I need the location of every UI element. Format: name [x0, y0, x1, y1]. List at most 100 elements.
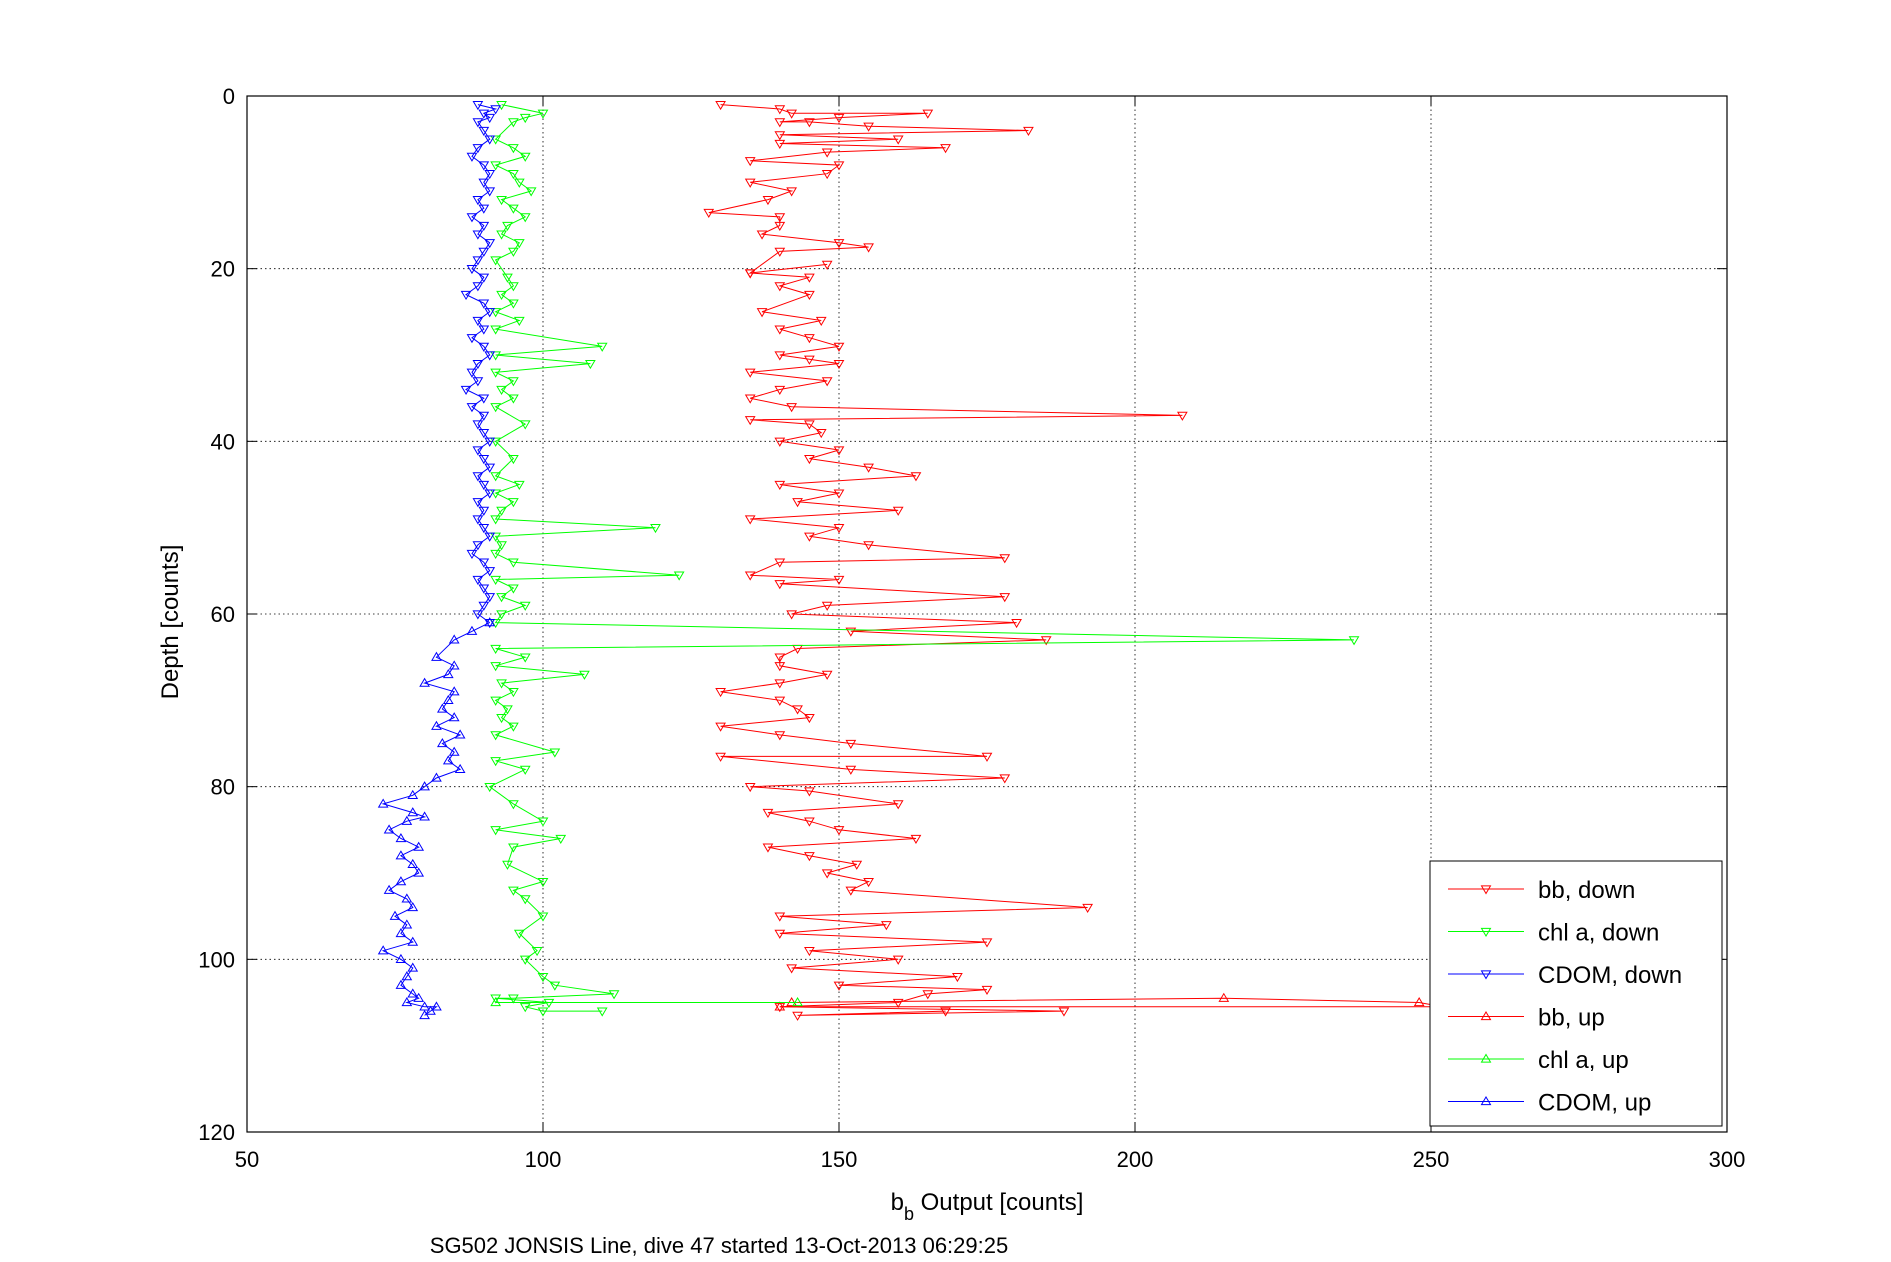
- data-point: [472, 541, 484, 551]
- data-point: [1176, 411, 1188, 421]
- data-point: [863, 463, 874, 473]
- data-point: [774, 385, 786, 396]
- legend-label: chl a, up: [1538, 1047, 1629, 1074]
- data-point: [490, 368, 502, 378]
- data-point: [744, 571, 756, 581]
- data-point: [715, 722, 726, 732]
- data-point: [478, 506, 490, 516]
- data-point: [774, 437, 786, 447]
- data-point: [774, 282, 786, 292]
- data-point: [490, 644, 502, 655]
- data-point: [436, 738, 448, 748]
- data-point: [833, 489, 845, 499]
- data-point: [508, 377, 519, 387]
- data-point: [508, 886, 519, 896]
- data-point: [383, 884, 395, 894]
- data-point: [472, 256, 484, 266]
- legend: bb, down chl a, down CDOM, down bb, up chl a…: [1429, 860, 1723, 1127]
- data-point: [419, 811, 430, 821]
- data-point: [508, 584, 519, 594]
- data-point: [845, 627, 857, 637]
- data-point: [519, 113, 531, 124]
- legend-label: bb, down: [1538, 877, 1635, 904]
- footer-note: SG502 JONSIS Line, dive 47 started 13-Oc…: [430, 1233, 1008, 1258]
- data-point: [448, 712, 460, 722]
- data-point: [774, 912, 786, 922]
- data-point: [774, 325, 786, 335]
- data-point: [401, 997, 413, 1007]
- data-point: [762, 195, 774, 206]
- data-point: [845, 739, 857, 749]
- data-point: [774, 139, 786, 149]
- x-tick-label: 250: [1413, 1147, 1450, 1172]
- data-point: [490, 135, 502, 145]
- data-point: [454, 729, 466, 739]
- data-point: [804, 273, 815, 283]
- data-point: [383, 824, 395, 834]
- data-point: [922, 109, 934, 119]
- data-point: [804, 355, 815, 365]
- data-point: [833, 575, 845, 585]
- data-point: [490, 515, 502, 525]
- data-point: [981, 752, 993, 762]
- data-point: [940, 144, 951, 154]
- data-point: [395, 850, 407, 860]
- data-point: [543, 998, 555, 1008]
- data-point: [744, 157, 756, 167]
- data-point: [484, 532, 496, 542]
- data-point: [1023, 126, 1034, 137]
- x-tick-label: 150: [821, 1147, 858, 1172]
- data-point: [519, 152, 531, 162]
- data-point: [513, 239, 525, 249]
- data-point: [490, 351, 502, 361]
- data-point: [496, 593, 507, 603]
- y-tick-label: 100: [198, 947, 235, 972]
- data-point: [478, 161, 490, 171]
- data-point: [833, 161, 845, 171]
- data-point: [472, 100, 484, 111]
- data-point: [466, 152, 478, 162]
- data-point: [496, 385, 507, 396]
- series-2: [484, 100, 1360, 1017]
- data-point: [833, 524, 845, 534]
- legend-label: bb, up: [1538, 1005, 1605, 1032]
- data-point: [519, 601, 531, 611]
- data-point: [579, 670, 590, 680]
- data-point: [442, 668, 454, 679]
- data-point: [804, 817, 815, 827]
- data-point: [472, 472, 484, 482]
- series-line: [779, 997, 1443, 1008]
- data-point: [407, 962, 419, 972]
- data-point: [804, 118, 815, 128]
- data-point: [804, 334, 815, 344]
- legend-item: CDOM, up: [1448, 1090, 1651, 1117]
- data-point: [774, 480, 786, 490]
- data-point: [774, 580, 786, 590]
- data-point: [833, 342, 845, 352]
- data-point: [508, 394, 519, 404]
- data-point: [472, 610, 484, 620]
- series-line: [708, 104, 1183, 1016]
- data-point: [395, 832, 407, 843]
- data-point: [419, 677, 430, 687]
- data-point: [513, 480, 525, 490]
- data-point: [502, 705, 513, 715]
- y-tick-label: 0: [223, 84, 235, 109]
- data-point: [508, 299, 519, 309]
- data-point: [478, 394, 490, 404]
- data-point: [1413, 997, 1425, 1007]
- data-point: [531, 947, 543, 957]
- data-point: [537, 877, 549, 888]
- data-point: [508, 170, 519, 180]
- data-point: [673, 571, 685, 581]
- data-point: [472, 230, 484, 240]
- data-point: [377, 798, 389, 808]
- data-point: [395, 876, 407, 886]
- data-point: [999, 774, 1011, 784]
- data-point: [703, 208, 715, 219]
- data-point: [1082, 903, 1094, 914]
- data-point: [774, 558, 786, 568]
- data-point: [472, 446, 484, 456]
- data-point: [519, 765, 531, 775]
- x-axis-label: bb Output [counts]: [891, 1189, 1084, 1224]
